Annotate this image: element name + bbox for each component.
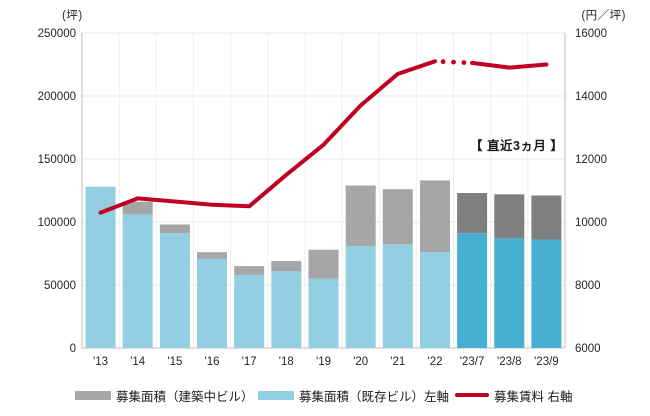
left-axis-tick: 150000 — [38, 154, 76, 166]
bar-existing — [531, 239, 562, 348]
x-axis-tick: '17 — [242, 356, 257, 368]
bar-construction — [382, 189, 413, 245]
left-axis-tick: 0 — [70, 343, 76, 355]
x-axis-tick: '23/8 — [497, 356, 522, 368]
legend: 募集面積（建築中ビル） 募集面積（既存ビル）左軸 募集賃料 右軸 — [0, 385, 650, 407]
bar-existing — [122, 214, 153, 348]
right-axis-tick: 6000 — [575, 343, 601, 355]
bar-construction — [494, 194, 525, 239]
legend-item-existing: 募集面積（既存ビル）左軸 — [258, 385, 449, 405]
bar-construction — [531, 195, 562, 240]
bar-existing — [308, 278, 339, 348]
legend-item-construction: 募集面積（建築中ビル） — [75, 385, 254, 405]
existing-swatch — [258, 390, 294, 400]
bar-existing — [159, 233, 190, 348]
left-axis-tick: 250000 — [38, 28, 76, 40]
x-axis-tick: '23/7 — [460, 356, 485, 368]
left-axis-tick: 50000 — [44, 280, 76, 292]
construction-swatch — [75, 390, 111, 400]
right-axis-tick: 16000 — [575, 28, 607, 40]
legend-rent-label: 募集賃料 右軸 — [494, 389, 573, 404]
bar-construction — [271, 261, 302, 272]
rent-line-recent — [470, 60, 549, 70]
bar-construction — [308, 249, 339, 279]
x-axis-tick: '23/9 — [534, 356, 559, 368]
left-axis-unit-label: (坪) — [62, 10, 83, 22]
x-axis-tick: '21 — [390, 356, 405, 368]
x-axis-tick: '16 — [205, 356, 220, 368]
bar-existing — [457, 233, 488, 348]
bar-construction — [345, 185, 376, 246]
x-axis-tick: '15 — [167, 356, 182, 368]
bar-existing — [494, 238, 525, 348]
bar-construction — [122, 201, 153, 215]
right-axis-tick: 10000 — [575, 217, 607, 229]
plot-area: 0 50000 100000 150000 200000 250000 6000 8000 10… — [38, 28, 607, 368]
rent-line-dot — [440, 59, 446, 65]
right-axis-unit-label: (円／坪) — [581, 10, 626, 22]
bar-construction — [159, 224, 190, 234]
recent-3-months-annotation: 【 直近3ヵ月 】 — [470, 139, 564, 153]
bar-existing — [197, 258, 227, 348]
bar-existing — [420, 252, 450, 348]
bar-construction — [420, 180, 450, 253]
legend-item-rent: 募集賃料 右軸 — [455, 385, 572, 405]
x-axis-tick: '13 — [93, 356, 108, 368]
right-axis-tick: 8000 — [575, 280, 601, 292]
x-axis-tick: '20 — [353, 356, 368, 368]
right-axis-tick: 12000 — [575, 154, 607, 166]
x-axis-tick: '22 — [428, 356, 443, 368]
left-axis-tick: 100000 — [38, 217, 76, 229]
right-axis-tick: 14000 — [575, 91, 607, 103]
bar-existing — [382, 244, 413, 348]
bar-existing — [234, 274, 265, 348]
legend-existing-label: 募集面積（既存ビル）左軸 — [299, 389, 450, 404]
bar-construction — [234, 266, 265, 275]
bar-construction — [197, 252, 227, 259]
rent-line-dot — [461, 60, 467, 65]
rent-line-swatch — [455, 393, 489, 397]
legend-construction-label: 募集面積（建築中ビル） — [116, 389, 254, 404]
bar-construction — [457, 193, 488, 234]
x-axis-tick: '18 — [279, 356, 294, 368]
bar-existing — [345, 245, 376, 348]
x-axis-tick: '19 — [316, 356, 331, 368]
left-axis-tick: 200000 — [38, 91, 76, 103]
bar-existing — [271, 271, 302, 348]
x-axis-tick: '14 — [130, 356, 146, 368]
rent-line-dot — [451, 59, 456, 65]
rent-line-solid — [98, 59, 437, 215]
